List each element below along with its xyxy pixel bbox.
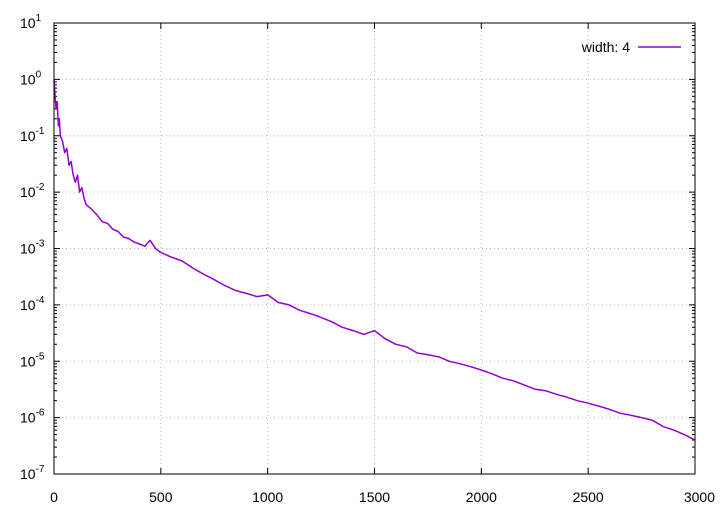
y-tick-label-base: 10 (20, 71, 36, 87)
y-tick-label: 10-3 (20, 239, 45, 257)
series-line (53, 79, 696, 441)
y-tick-label-base: 10 (20, 184, 36, 200)
x-tick-label: 500 (149, 489, 173, 505)
y-tick-label: 10-2 (20, 182, 45, 200)
x-tick-label: 1500 (359, 489, 390, 505)
x-tick-labels: 0 500 1000 1500 2000 2500 3000 (50, 489, 715, 505)
x-tick-label: 2000 (466, 489, 497, 505)
y-tick-label-exponent: -2 (36, 182, 45, 193)
legend: width: 4 (581, 39, 681, 55)
grid (54, 23, 695, 474)
y-tick-label: 10-6 (20, 408, 45, 426)
y-tick-label: 101 (20, 13, 42, 31)
y-tick-label-exponent: -1 (36, 126, 45, 137)
y-tick-label-exponent: 0 (36, 69, 42, 80)
y-tick-label-base: 10 (20, 466, 36, 482)
y-tick-label: 10-4 (20, 295, 45, 313)
y-tick-label-base: 10 (20, 128, 36, 144)
y-tick-label: 10-5 (20, 351, 45, 369)
y-tick-label-base: 10 (20, 15, 36, 31)
x-tick-label: 0 (50, 489, 58, 505)
y-tick-label-base: 10 (20, 241, 36, 257)
y-tick-label-base: 10 (20, 297, 36, 313)
y-tick-label-exponent: -4 (36, 295, 45, 306)
series-layer (53, 79, 696, 441)
y-tick-label-exponent: 1 (36, 13, 42, 24)
y-tick-label-exponent: -3 (36, 239, 45, 250)
y-tick-label-exponent: -7 (36, 464, 45, 475)
y-tick-label-base: 10 (20, 353, 36, 369)
y-tick-label-base: 10 (20, 410, 36, 426)
y-tick-label: 100 (20, 69, 42, 87)
legend-label: width: 4 (581, 39, 630, 55)
x-tick-label: 3000 (684, 489, 715, 505)
x-tick-label: 2500 (573, 489, 604, 505)
y-tick-label-exponent: -6 (36, 408, 45, 419)
y-tick-label-exponent: -5 (36, 351, 45, 362)
plot-frame (53, 22, 696, 475)
y-tick-label: 10-1 (20, 126, 45, 144)
y-tick-label: 10-7 (20, 464, 45, 482)
x-tick-label: 1000 (252, 489, 283, 505)
